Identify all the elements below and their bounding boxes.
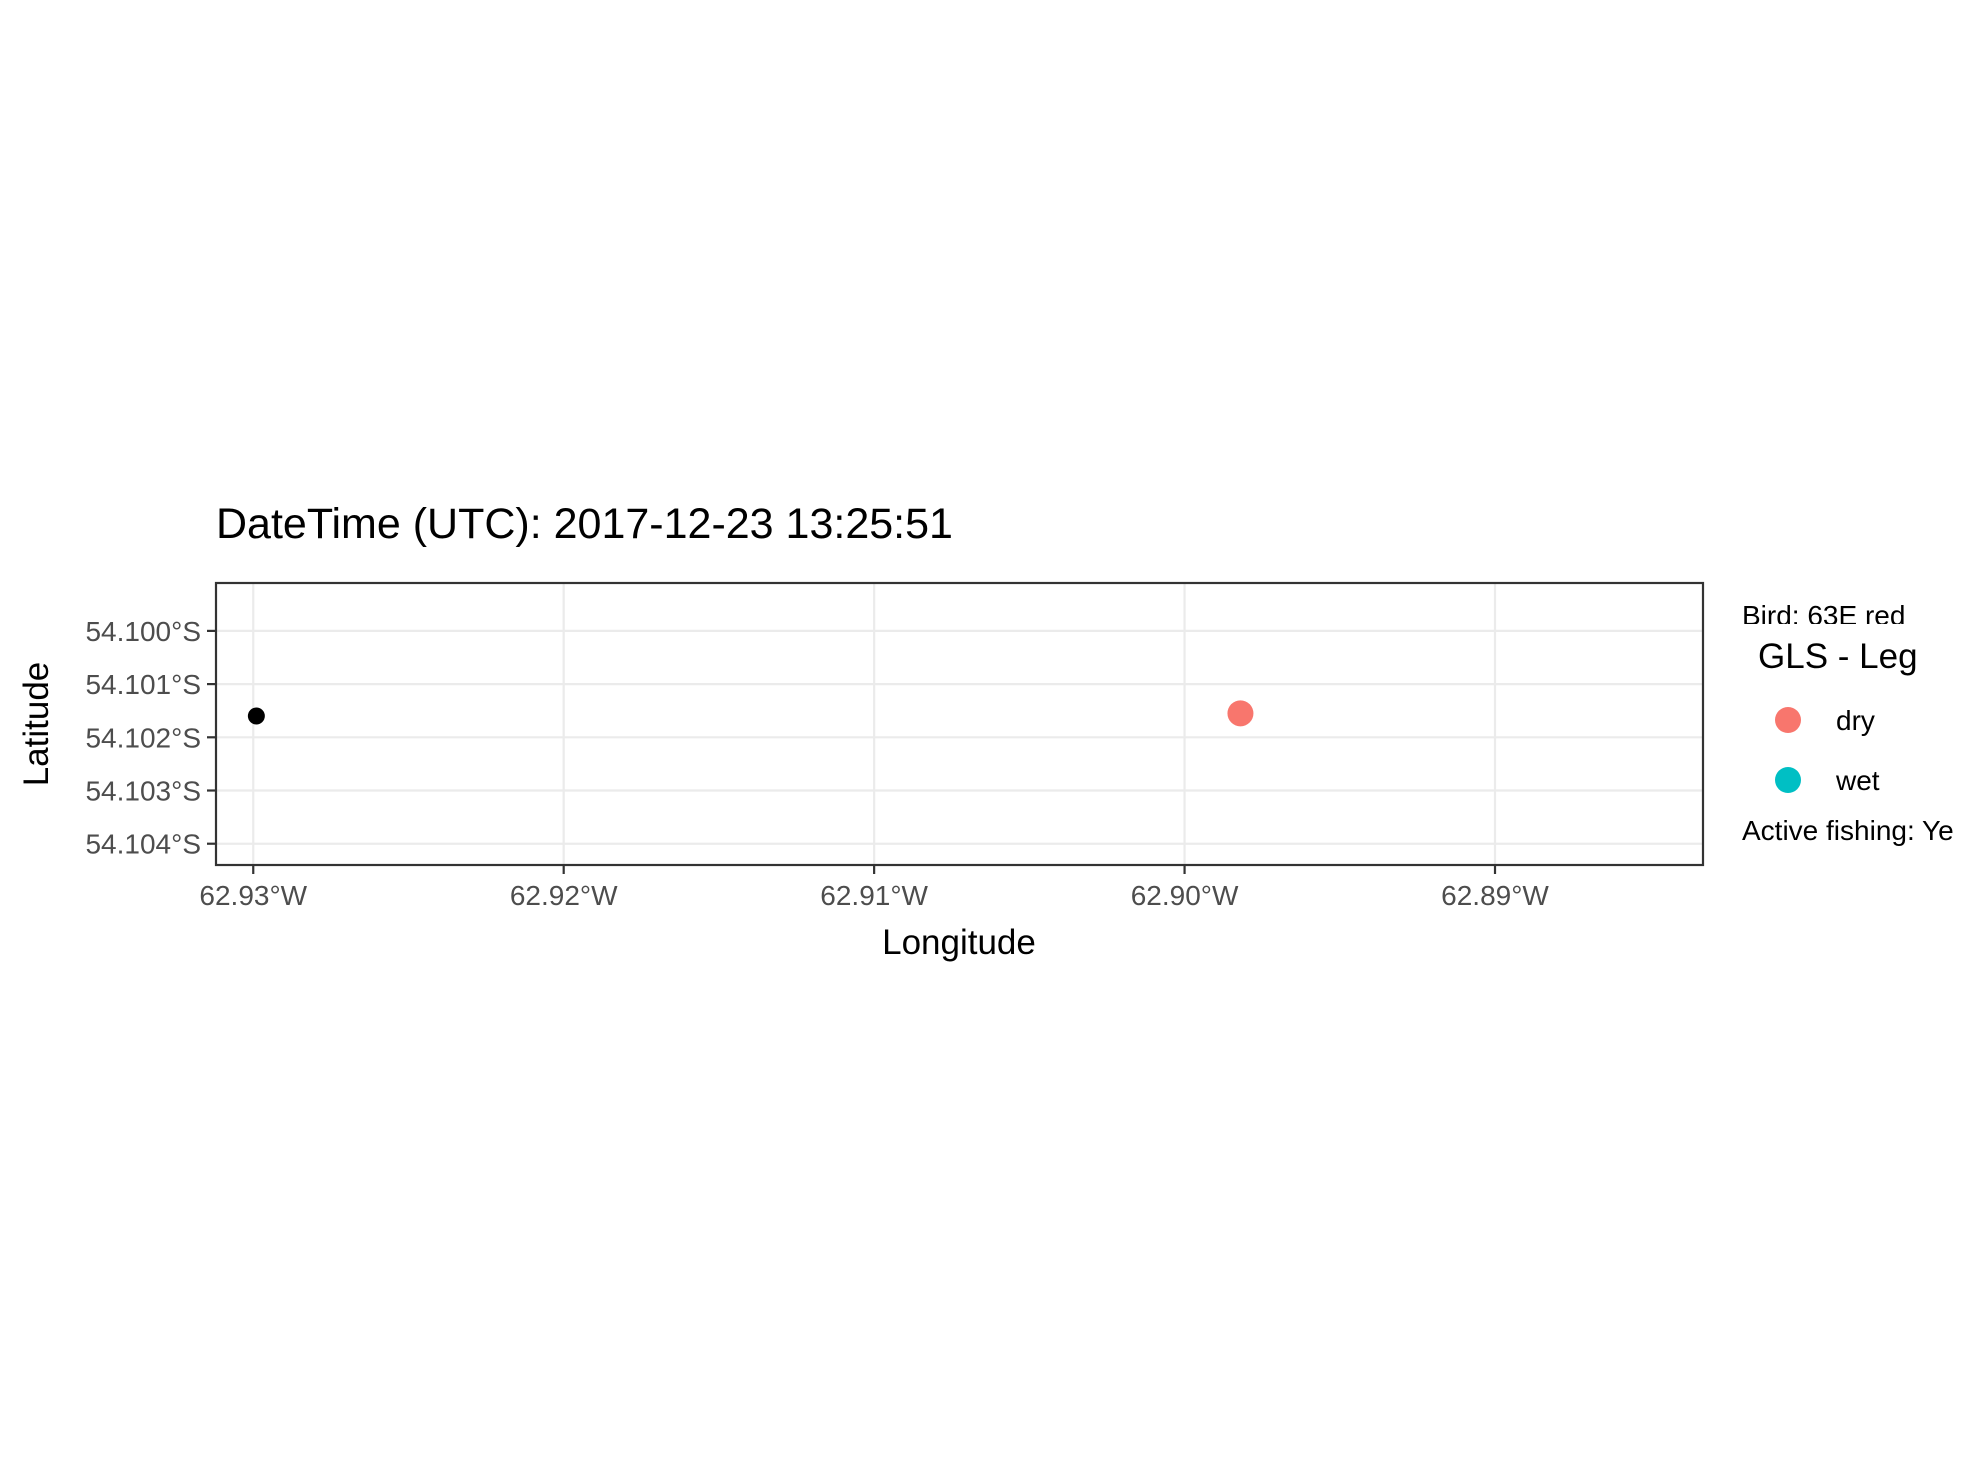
legend-title: GLS - Leg xyxy=(1758,637,1918,676)
x-tick-label: 62.92°W xyxy=(510,880,618,911)
legend-background xyxy=(1740,630,1948,810)
legend-key-dry xyxy=(1775,707,1801,733)
data-point-dry xyxy=(1227,700,1254,727)
data-points xyxy=(247,700,1254,727)
panel-border xyxy=(214,581,1705,867)
x-axis-title: Longitude xyxy=(882,923,1036,962)
plot-panel xyxy=(214,581,1705,867)
grid-lines xyxy=(216,583,1703,865)
x-tick-label: 62.89°W xyxy=(1441,880,1549,911)
y-tick-label: 54.101°S xyxy=(85,669,201,700)
y-tick-label: 54.104°S xyxy=(85,829,201,860)
y-tick-label: 54.102°S xyxy=(85,722,201,753)
x-tick-label: 62.90°W xyxy=(1131,880,1239,911)
legend: GLS - Leg dry wet xyxy=(1740,630,1948,810)
legend-label-dry: dry xyxy=(1836,705,1875,736)
legend-key-wet xyxy=(1775,767,1801,793)
data-point-unlabeled xyxy=(247,707,265,725)
y-axis: 54.100°S 54.101°S 54.102°S 54.103°S 54.104°S xyxy=(85,616,216,860)
x-tick-label: 62.93°W xyxy=(199,880,307,911)
y-axis-title: Latitude xyxy=(17,662,56,787)
y-tick-label: 54.100°S xyxy=(85,616,201,647)
legend-items: dry wet xyxy=(1775,705,1880,796)
x-tick-label: 62.91°W xyxy=(820,880,928,911)
legend-label-wet: wet xyxy=(1835,765,1880,796)
y-tick-label: 54.103°S xyxy=(85,776,201,807)
clipped-bird-text: Bird: 63E red xyxy=(1742,600,1905,631)
clipped-fishing-text: Active fishing: Ye xyxy=(1742,815,1954,846)
x-axis: 62.93°W 62.92°W 62.91°W 62.90°W 62.89°W xyxy=(199,865,1549,911)
panel-background xyxy=(216,583,1703,865)
chart-title: DateTime (UTC): 2017-12-23 13:25:51 xyxy=(216,500,953,548)
